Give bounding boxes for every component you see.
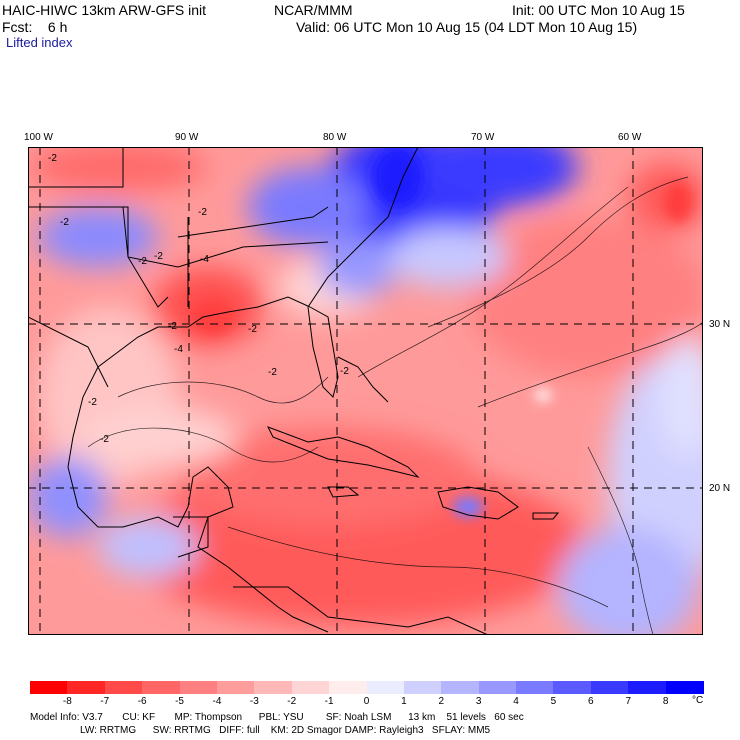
colorbar-swatch	[441, 681, 480, 694]
colorbar-swatch	[216, 681, 255, 694]
lifted-index-map: -2 -2 -2 -2 -4 -2 -4 -2 -2 -2 -2 -2 -2	[28, 147, 703, 635]
colorbar-tick-label: -2	[287, 696, 297, 707]
contour-label: -2	[138, 256, 147, 267]
colorbar-swatch	[366, 681, 405, 694]
lat-label-30n: 30 N	[709, 319, 731, 330]
colorbar-tick-label: 8	[662, 696, 669, 707]
init-time: Init: 00 UTC Mon 10 Aug 15	[512, 2, 685, 18]
colorbar-swatch	[478, 681, 517, 694]
lon-label-80w: 80 W	[323, 132, 347, 143]
contour-label: -2	[198, 207, 207, 218]
colorbar-swatch	[516, 681, 555, 694]
lon-label-60w: 60 W	[618, 132, 642, 143]
model-info-line2: LW: RRTMG SW: RRTMG DIFF: full KM: 2D Sm…	[30, 725, 491, 736]
colorbar-tick-label: -5	[175, 696, 184, 707]
contour-label: -2	[88, 397, 97, 408]
colorbar-tick-label: 1	[401, 696, 407, 707]
colorbar-swatch	[30, 681, 68, 694]
contour-label: -4	[174, 344, 183, 355]
lat-label-20n: 20 N	[709, 483, 731, 494]
lon-label-100w: 100 W	[24, 132, 53, 143]
colorbar-swatch	[104, 681, 143, 694]
colorbar-swatch	[553, 681, 592, 694]
contour-label: -2	[60, 217, 69, 228]
contour-label: -2	[48, 153, 57, 164]
lon-label-90w: 90 W	[175, 132, 199, 143]
colorbar-swatch	[67, 681, 106, 694]
valid-time: Valid: 06 UTC Mon 10 Aug 15 (04 LDT Mon …	[296, 19, 638, 35]
forecast-hour: Fcst: 6 h	[2, 19, 68, 35]
colorbar-swatch	[142, 681, 181, 694]
field-name: Lifted index	[6, 35, 73, 50]
colorbar-swatch	[254, 681, 293, 694]
colorbar-tick-label: 2	[438, 696, 445, 707]
colorbar-swatch	[291, 681, 330, 694]
colorbar-swatch	[628, 681, 667, 694]
contour-label: -2	[248, 324, 257, 335]
contour-label: -4	[200, 254, 209, 265]
contour-lines	[87, 176, 703, 635]
contour-label: -2	[268, 367, 277, 378]
colorbar-tick-label: 7	[625, 696, 631, 707]
coastlines	[28, 147, 560, 635]
colorbar-tick-label: 0	[363, 696, 370, 707]
org-label: NCAR/MMM	[274, 2, 353, 18]
map-frame	[28, 147, 703, 635]
colorbar-tick-label: -8	[62, 696, 72, 707]
contour-label: -2	[168, 321, 177, 332]
colorbar-tick-label: -3	[249, 696, 259, 707]
colorbar-tick-label: -4	[212, 696, 222, 707]
model-info-line1: Model Info: V3.7 CU: KF MP: Thompson PBL…	[30, 712, 524, 723]
contour-label: -2	[340, 366, 349, 377]
lon-label-70w: 70 W	[471, 132, 495, 143]
graticule	[28, 147, 703, 635]
colorbar-unit: °C	[692, 695, 704, 706]
colorbar-tick-label: 6	[588, 696, 594, 707]
colorbar-swatch	[179, 681, 218, 694]
colorbar-tick-label: 5	[550, 696, 557, 707]
colorbar-swatch	[665, 681, 704, 694]
colorbar-swatch	[329, 681, 368, 694]
colorbar-swatch	[403, 681, 442, 694]
colorbar-tick-label: -7	[100, 696, 110, 707]
colorbar-swatch	[590, 681, 629, 694]
colorbar-tick-label: -1	[324, 696, 334, 707]
contour-label: -2	[154, 251, 163, 262]
colorbar-tick-label: 4	[513, 696, 519, 707]
colorbar-tick-label: -6	[137, 696, 147, 707]
model-title: HAIC-HIWC 13km ARW-GFS init	[2, 2, 207, 18]
colorbar-tick-label: 3	[475, 696, 482, 707]
contour-label: -2	[100, 434, 109, 445]
